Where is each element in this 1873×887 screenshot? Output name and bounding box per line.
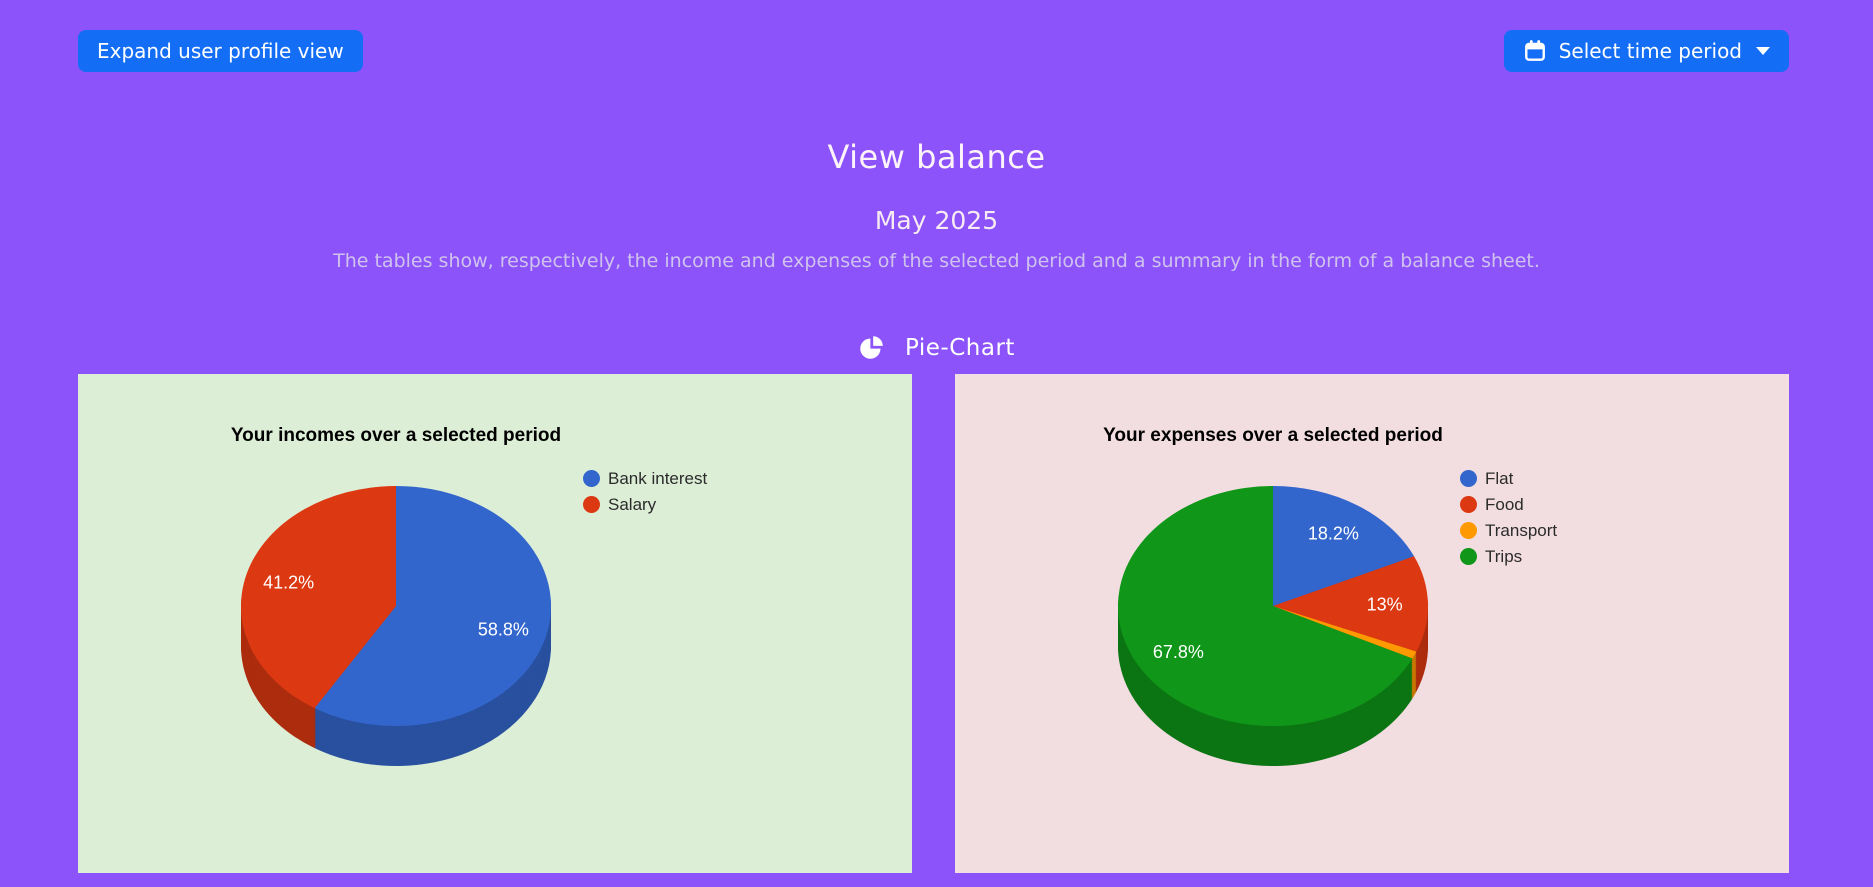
legend-item-food[interactable]: Food [1460, 494, 1557, 514]
expand-user-profile-label: Expand user profile view [97, 39, 344, 63]
pie-slice-food[interactable] [1273, 556, 1428, 652]
legend-label-bank-interest: Bank interest [608, 468, 708, 488]
legend-dot-salary [583, 496, 600, 513]
legend-dot-flat [1460, 470, 1477, 487]
period-title: May 2025 [874, 206, 999, 235]
expense-pie-chart: 18.2% 13% 67.8% [1118, 486, 1428, 766]
legend-dot-food [1460, 496, 1477, 513]
chevron-down-icon [1756, 47, 1770, 55]
legend-item-transport[interactable]: Transport [1460, 520, 1558, 540]
pie-slice-label-salary: 41.2% [263, 572, 314, 592]
expand-user-profile-button[interactable]: Expand user profile view [78, 30, 363, 72]
legend-label-trips: Trips [1485, 546, 1523, 566]
pie-slice-bank-interest[interactable] [314, 486, 551, 726]
section-header: Pie-Chart [0, 334, 1873, 361]
legend-item-trips[interactable]: Trips [1460, 546, 1557, 566]
pie-slice-label-flat: 18.2% [1308, 523, 1359, 543]
select-time-period-label: Select time period [1558, 39, 1742, 63]
pie-slice-trips[interactable] [1118, 486, 1413, 726]
expense-chart-panel: Your expenses over a selected period 18.… [955, 374, 1789, 873]
pie-slice-label-trips: 67.8% [1153, 642, 1204, 662]
pie-slice-transport[interactable] [1273, 606, 1417, 659]
legend-item-bank-interest[interactable]: Bank interest [583, 468, 708, 488]
pie-slice-label-bank-interest: 58.8% [478, 620, 529, 640]
income-chart-panel: Your incomes over a selected period 58.8… [78, 374, 912, 873]
legend-label-salary: Salary [608, 494, 657, 514]
legend-label-food: Food [1485, 494, 1524, 514]
legend-item-salary[interactable]: Salary [583, 494, 707, 514]
pie-slice-flat[interactable] [1273, 486, 1415, 606]
legend-label-flat: Flat [1485, 468, 1514, 488]
legend-dot-bank-interest [583, 470, 600, 487]
pie-slice-label-food: 13% [1367, 594, 1403, 614]
section-title: Pie-Chart [905, 334, 1015, 361]
select-time-period-button[interactable]: Select time period [1503, 30, 1789, 72]
pie-chart-icon [858, 334, 885, 361]
expense-chart-legend: Flat Food Transport Trips [1460, 468, 1558, 574]
income-chart-title: Your incomes over a selected period [230, 425, 562, 446]
income-pie-chart: 58.8% 41.2% [240, 486, 551, 766]
legend-dot-transport [1460, 522, 1477, 539]
income-chart-legend: Bank interest Salary [583, 468, 708, 522]
legend-label-transport: Transport [1485, 520, 1558, 540]
pie-slice-salary[interactable] [240, 486, 396, 709]
page-description: The tables show, respectively, the incom… [333, 250, 1540, 272]
page-title: View balance [827, 138, 1046, 176]
calendar-icon [1523, 39, 1547, 63]
legend-dot-trips [1460, 548, 1477, 565]
expense-chart-title: Your expenses over a selected period [1103, 425, 1443, 446]
legend-item-flat[interactable]: Flat [1460, 468, 1557, 488]
